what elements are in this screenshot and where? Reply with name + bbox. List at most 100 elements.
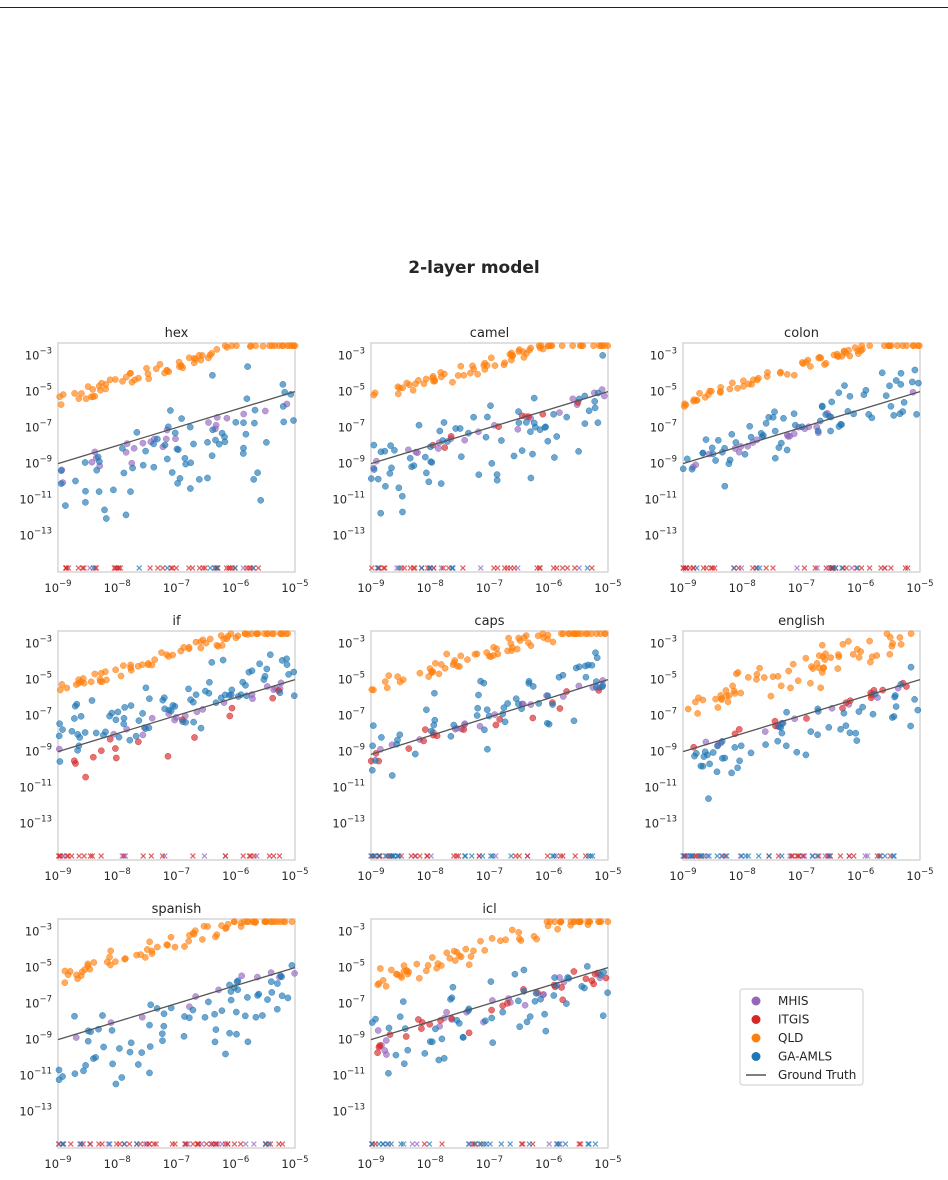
zero-estimate-marker: [882, 853, 888, 859]
zero-estimate-marker: [494, 565, 501, 571]
data-point: [724, 698, 732, 706]
data-point: [127, 488, 134, 495]
y-tick-label: 10−9: [25, 1031, 52, 1047]
data-point: [914, 706, 922, 714]
zero-estimate-marker: [396, 565, 402, 571]
data-point: [75, 395, 83, 402]
zero-estimate-marker: [481, 1141, 487, 1147]
zero-estimate-marker: [564, 565, 571, 571]
x-tick-label: 10−9: [44, 1155, 71, 1171]
data-point: [484, 745, 491, 753]
y-tick-label: 10−5: [338, 959, 365, 975]
data-point: [267, 978, 275, 986]
y-tick-label: 10−3: [25, 347, 52, 363]
data-point: [127, 666, 135, 674]
data-point: [803, 715, 810, 722]
ground-truth-line: [57, 966, 296, 1041]
data-point: [541, 424, 549, 431]
data-point: [77, 712, 85, 720]
data-point: [223, 414, 231, 422]
zero-estimate-marker: [186, 565, 192, 571]
data-point: [129, 464, 136, 472]
y-tick-label: 10−5: [25, 959, 52, 975]
y-tick-label: 10−9: [338, 743, 365, 759]
data-point: [274, 980, 281, 987]
zero-estimate-marker: [369, 1141, 376, 1147]
zero-estimate-marker: [890, 853, 896, 859]
data-point: [575, 448, 582, 455]
data-point: [708, 444, 716, 452]
zero-estimate-marker: [586, 1141, 592, 1147]
zero-estimate-marker: [498, 1141, 505, 1147]
data-point: [900, 399, 908, 406]
data-point: [492, 721, 500, 729]
zero-estimate-marker: [472, 1141, 479, 1147]
data-point: [777, 439, 785, 447]
axes-frame: [57, 630, 296, 861]
data-point: [97, 747, 105, 755]
data-point: [890, 412, 898, 419]
data-point: [102, 385, 109, 393]
zero-estimate-marker: [837, 853, 844, 859]
zero-estimate-marker: [450, 565, 456, 571]
zero-estimate-marker: [374, 565, 381, 571]
data-point: [891, 693, 898, 701]
data-point: [474, 370, 481, 378]
data-point: [818, 669, 826, 676]
data-point: [771, 454, 779, 462]
legend-marker: [751, 996, 761, 1006]
data-point: [735, 726, 743, 733]
data-point: [280, 418, 288, 426]
data-point: [240, 444, 247, 452]
data-point: [224, 632, 232, 640]
data-point: [142, 447, 149, 455]
data-point: [252, 918, 259, 926]
data-point: [434, 445, 442, 452]
zero-estimate-marker: [589, 853, 596, 859]
data-point: [575, 630, 582, 638]
data-point: [853, 645, 861, 653]
y-tick-label: 10−11: [332, 1067, 365, 1083]
axes-frame: [682, 630, 921, 861]
zero-estimate-marker: [839, 565, 845, 571]
data-point: [500, 704, 508, 712]
data-point: [233, 342, 240, 350]
zero-estimate-marker: [87, 1141, 94, 1147]
zero-estimate-marker: [105, 1141, 112, 1147]
data-point: [208, 659, 216, 666]
data-point: [239, 678, 247, 686]
y-tick-label: 10−11: [644, 779, 677, 795]
data-point: [585, 407, 593, 415]
zero-estimate-marker: [106, 1141, 113, 1147]
data-point: [143, 946, 151, 953]
legend-marker: [751, 1033, 761, 1043]
zero-estimate-marker: [681, 853, 688, 859]
zero-estimate-marker: [224, 1141, 231, 1147]
data-point: [440, 1054, 448, 1062]
zero-estimate-marker: [148, 853, 155, 859]
data-point: [284, 994, 292, 1002]
zero-estimate-marker: [462, 853, 469, 859]
zero-estimate-marker: [75, 565, 82, 571]
data-point: [448, 994, 456, 1002]
data-point: [399, 998, 407, 1005]
zero-estimate-marker: [202, 565, 208, 571]
data-point: [846, 729, 854, 737]
data-point: [835, 653, 843, 661]
y-tick-label: 10−3: [338, 635, 365, 651]
data-point: [769, 413, 777, 421]
data-point: [822, 650, 829, 658]
data-point: [262, 918, 270, 926]
data-point: [741, 450, 749, 458]
data-point: [402, 1033, 410, 1040]
data-point: [171, 429, 179, 437]
data-point: [487, 978, 495, 985]
data-point: [563, 1000, 570, 1007]
data-point: [462, 945, 470, 953]
panel-spanish: spanish 10−9 10−8 10−7 10−6 10−5 10−3 10−5 10−7 1…: [19, 902, 308, 1171]
data-point: [190, 440, 197, 448]
zero-estimate-marker: [455, 853, 462, 859]
zero-estimate-marker: [113, 1141, 120, 1147]
zero-estimate-marker: [411, 565, 418, 571]
data-point: [226, 712, 234, 720]
